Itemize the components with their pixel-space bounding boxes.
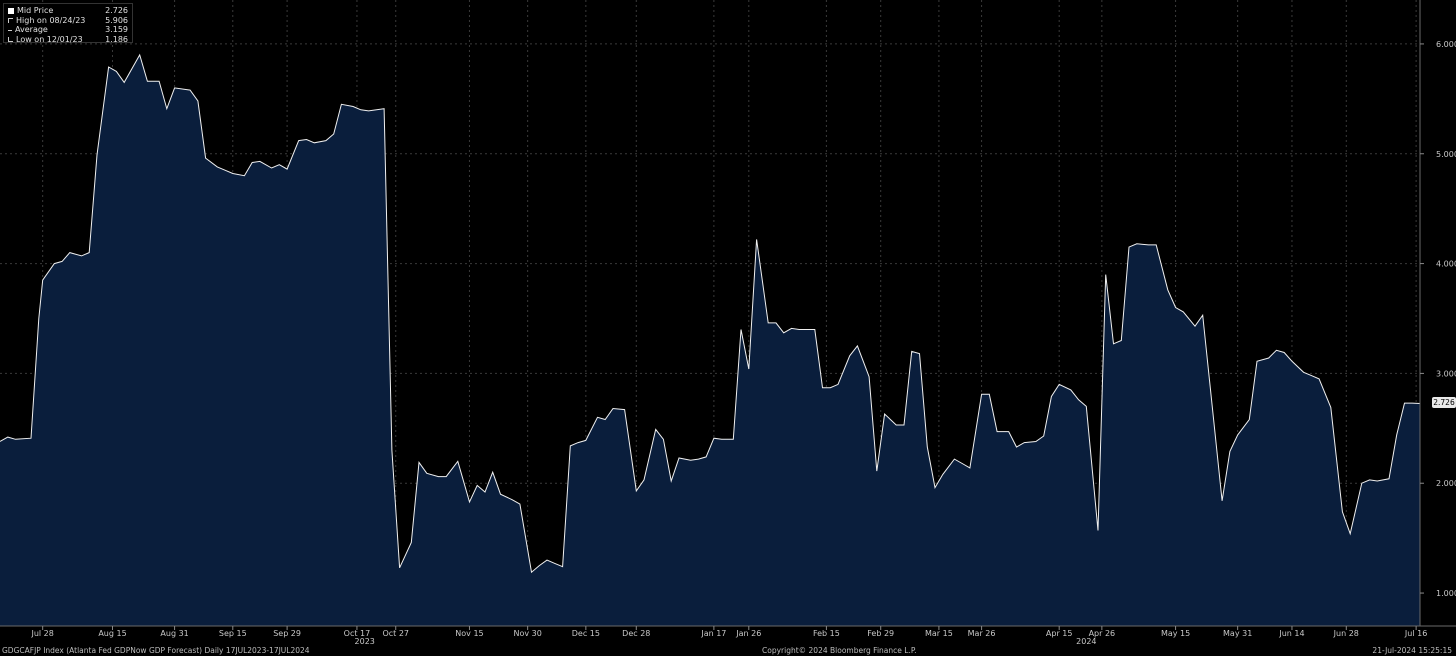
last-value-tag: 2.726	[1432, 397, 1456, 408]
series-area-fill	[0, 54, 1420, 626]
x-tick-label: Oct 17	[344, 629, 371, 638]
x-tick-label: Sep 29	[273, 629, 301, 638]
legend-value: 1.186	[105, 34, 128, 44]
legend-label: Mid Price	[17, 6, 54, 15]
x-tick-label: Jul 16	[1404, 629, 1427, 638]
footer-security-description: GDGCAFJP Index (Atlanta Fed GDPNow GDP F…	[2, 646, 310, 655]
x-tick-label: Apr 26	[1089, 629, 1116, 638]
x-year-label: 2023	[355, 637, 375, 646]
x-tick-label: Jun 14	[1278, 629, 1304, 638]
legend-item-mid-price: Mid Price 2.726	[8, 6, 128, 16]
x-tick-label: Jan 17	[700, 629, 726, 638]
chart-legend: Mid Price 2.726 High on 08/24/23 5.906 A…	[3, 3, 133, 45]
y-tick-label: 3.000	[1436, 369, 1456, 378]
x-axis: Jul 28 Aug 15 Aug 31 Sep 15 Sep 29 Oct 17 Oct …	[0, 625, 1456, 646]
x-year-label: 2024	[1076, 637, 1096, 646]
y-tick-label: 6.000	[1436, 40, 1456, 49]
legend-item-low: Low on 12/01/23 1.186	[8, 35, 128, 45]
series-line	[0, 53, 1421, 574]
x-tick-label: Dec 15	[572, 629, 600, 638]
footer-timestamp: 21-Jul-2024 15:25:15	[1372, 646, 1452, 655]
y-tick-label: 4.000	[1436, 260, 1456, 269]
x-tick-label: Nov 30	[513, 629, 541, 638]
average-marker-icon	[8, 29, 12, 32]
x-tick-label: Feb 29	[867, 629, 894, 638]
x-tick-label: Aug 15	[98, 629, 126, 638]
x-tick-label: Aug 31	[160, 629, 188, 638]
y-tick-label: 1.000	[1436, 589, 1456, 598]
x-tick-label: Nov 15	[455, 629, 483, 638]
y-tick-label: 2.000	[1436, 479, 1456, 488]
legend-label: High on 08/24/23	[16, 15, 86, 25]
x-tick-label: Dec 28	[622, 629, 650, 638]
x-tick-label: Jul 28	[30, 629, 53, 638]
legend-label: Average	[15, 25, 48, 34]
low-marker-icon	[8, 36, 13, 42]
x-tick-label: Oct 27	[382, 629, 409, 638]
footer-copyright: Copyright© 2024 Bloomberg Finance L.P.	[762, 646, 917, 655]
x-tick-label: May 15	[1161, 629, 1190, 638]
white-square-icon	[8, 7, 14, 14]
x-tick-label: Feb 15	[813, 629, 840, 638]
y-tick-label: 5.000	[1436, 150, 1456, 159]
legend-label: Low on 12/01/23	[16, 34, 83, 44]
legend-value: 5.906	[105, 15, 128, 25]
x-tick-label: Sep 15	[219, 629, 247, 638]
legend-value: 2.726	[105, 6, 128, 15]
x-tick-label: Jan 26	[735, 629, 761, 638]
x-tick-label: Apr 15	[1046, 629, 1073, 638]
x-tick-label: Mar 15	[925, 629, 953, 638]
footer: GDGCAFJP Index (Atlanta Fed GDPNow GDP F…	[0, 646, 1456, 656]
x-tick-label: Mar 26	[968, 629, 996, 638]
x-tick-label: Jun 28	[1333, 629, 1359, 638]
x-tick-label: May 31	[1223, 629, 1252, 638]
high-marker-icon	[8, 17, 13, 23]
legend-item-average: Average 3.159	[8, 25, 128, 35]
legend-item-high: High on 08/24/23 5.906	[8, 16, 128, 26]
legend-value: 3.159	[105, 25, 128, 34]
y-axis: 1.000 2.000 3.000 4.000 5.000 6.000	[1419, 0, 1456, 626]
